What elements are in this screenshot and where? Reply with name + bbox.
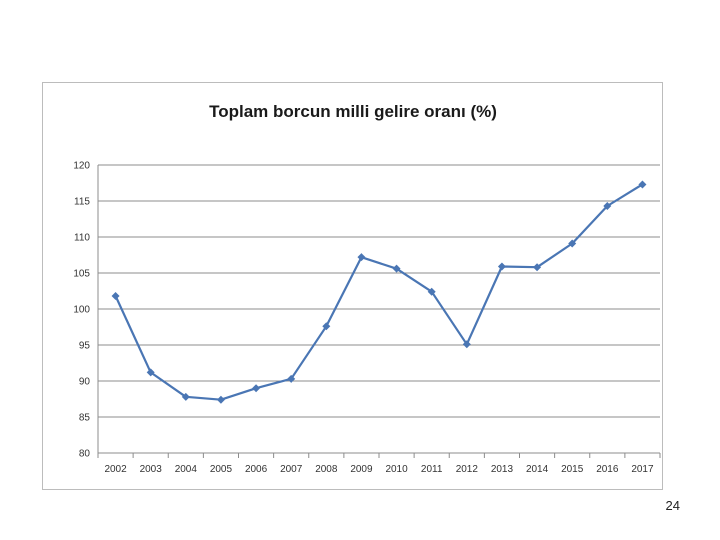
y-tick-label: 105 — [73, 269, 90, 280]
y-tick-label: 90 — [79, 377, 91, 388]
data-point-marker — [603, 202, 612, 211]
data-point-marker — [111, 292, 120, 301]
x-tick-label: 2004 — [175, 464, 198, 475]
series — [111, 180, 647, 404]
x-tick-label: 2015 — [561, 464, 584, 475]
x-tick-label: 2012 — [456, 464, 479, 475]
data-point-marker — [216, 395, 225, 404]
data-point-marker — [181, 392, 190, 401]
data-point-marker — [287, 374, 296, 383]
x-tick-label: 2010 — [385, 464, 408, 475]
line-chart: Toplam borcun milli gelire oranı (%) 808… — [73, 102, 661, 475]
y-tick-label: 115 — [74, 197, 90, 208]
gridlines — [98, 164, 660, 454]
x-tick-label: 2007 — [280, 464, 303, 475]
data-point-marker — [427, 287, 436, 296]
page-number: 24 — [665, 498, 680, 513]
y-tick-label: 100 — [73, 305, 90, 316]
x-tick-label: 2013 — [491, 464, 514, 475]
data-point-marker — [462, 340, 471, 349]
x-tick-label: 2016 — [596, 464, 619, 475]
data-point-marker — [322, 322, 331, 331]
y-tick-labels: 80 85 90 95 100 105 110 115 120 — [73, 161, 90, 460]
data-point-marker — [533, 263, 542, 272]
axes — [97, 165, 661, 458]
data-point-marker — [252, 384, 261, 393]
x-tick-label: 2017 — [631, 464, 654, 475]
data-point-marker — [357, 253, 366, 262]
x-tick-label: 2005 — [210, 464, 233, 475]
y-tick-label: 120 — [73, 161, 90, 172]
x-tick-label: 2011 — [421, 464, 443, 475]
x-tick-label: 2014 — [526, 464, 549, 475]
chart-frame: Toplam borcun milli gelire oranı (%) 80 8… — [42, 82, 663, 490]
x-tick-labels: 2002 2003 2004 2005 2006 2007 2008 2009 2010 2011… — [104, 464, 654, 475]
data-point-marker — [568, 239, 577, 248]
x-tick-label: 2008 — [315, 464, 338, 475]
data-point-marker — [392, 264, 401, 273]
series-line — [114, 183, 643, 401]
x-tick-label: 2003 — [140, 464, 163, 475]
y-tick-label: 95 — [79, 341, 91, 352]
data-point-marker — [146, 368, 155, 377]
data-point-marker — [497, 262, 506, 271]
data-point-marker — [638, 180, 647, 189]
y-tick-label: 110 — [74, 233, 90, 244]
x-tick-label: 2006 — [245, 464, 268, 475]
x-tick-label: 2002 — [104, 464, 127, 475]
y-tick-label: 80 — [79, 449, 91, 460]
y-tick-label: 85 — [79, 413, 91, 424]
x-tick-label: 2009 — [350, 464, 373, 475]
chart-title: Toplam borcun milli gelire oranı (%) — [209, 102, 497, 121]
